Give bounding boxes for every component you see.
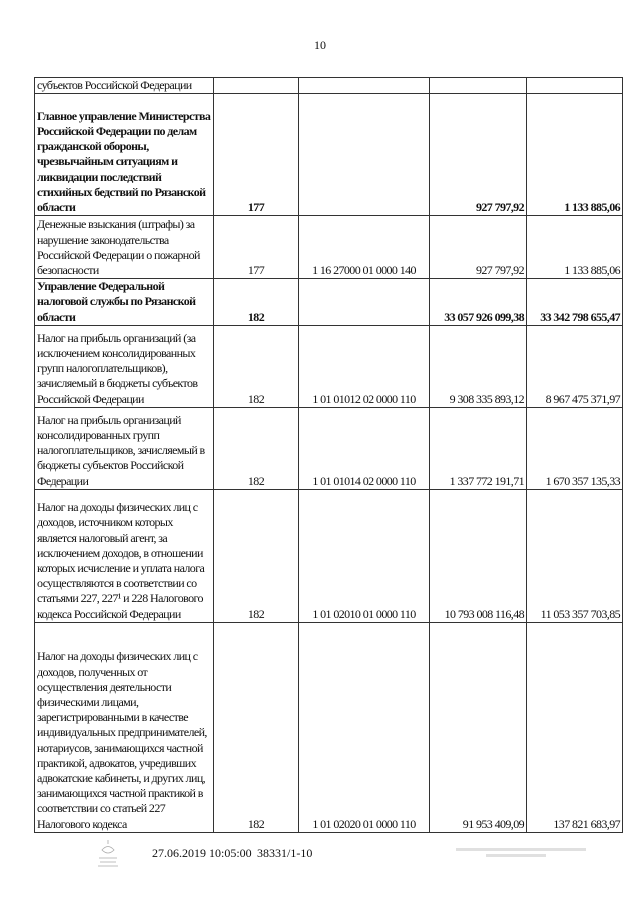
footer-datetime: 27.06.2019 10:05:00 (152, 846, 252, 860)
row-value-1: 10 793 008 116,48 (429, 488, 527, 623)
table-row: Налог на доходы физических лиц с доходов… (34, 488, 623, 623)
page-number: 10 (314, 38, 326, 52)
table-row: Управление Федеральной налоговой службы … (34, 278, 623, 326)
row-admin-code: 182 (213, 324, 299, 408)
row-value-1: 927 797,92 (429, 93, 527, 217)
table-row: Налог на прибыль организаций (за исключе… (34, 324, 623, 408)
row-value-1 (429, 76, 527, 95)
row-budget-code (298, 278, 430, 326)
row-admin-code: 177 (213, 215, 299, 280)
footer-doc-number: 38331/1-10 (257, 846, 313, 860)
row-admin-code: 182 (213, 621, 299, 833)
row-value-1: 927 797,92 (429, 215, 527, 280)
row-budget-code: 1 16 27000 01 0000 140 (298, 215, 430, 280)
row-budget-code (298, 76, 430, 95)
row-name: субъектов Российской Федерации (34, 76, 214, 95)
row-value-2: 1 133 885,06 (526, 215, 623, 280)
row-value-2: 1 670 357 135,33 (526, 406, 623, 490)
row-admin-code: 177 (213, 93, 299, 217)
row-value-2: 33 342 798 655,47 (526, 278, 623, 326)
row-value-1: 91 953 409,09 (429, 621, 527, 833)
table-row: Главное управление Министерства Российск… (34, 93, 623, 217)
row-name: Управление Федеральной налоговой службы … (34, 278, 214, 326)
table-row: Денежные взыскания (штрафы) за нарушение… (34, 215, 623, 280)
row-value-2: 1 133 885,06 (526, 93, 623, 217)
row-admin-code: 182 (213, 488, 299, 623)
row-value-2: 11 053 357 703,85 (526, 488, 623, 623)
row-admin-code: 182 (213, 406, 299, 490)
row-budget-code: 1 01 01014 02 0000 110 (298, 406, 430, 490)
row-name: Главное управление Министерства Российск… (34, 93, 214, 217)
row-value-1: 33 057 926 099,38 (429, 278, 527, 326)
row-value-2 (526, 76, 623, 95)
emblem-icon (98, 840, 118, 867)
row-value-1: 1 337 772 191,71 (429, 406, 527, 490)
row-value-2: 8 967 475 371,97 (526, 324, 623, 408)
row-name: Налог на доходы физических лиц с доходов… (34, 621, 214, 833)
table-row: Налог на доходы физических лиц с доходов… (34, 621, 623, 833)
row-name: Денежные взыскания (штрафы) за нарушение… (34, 215, 214, 280)
row-admin-code: 182 (213, 278, 299, 326)
row-name: Налог на доходы физических лиц с доходов… (34, 488, 214, 623)
row-value-2: 137 821 683,97 (526, 621, 623, 833)
row-name: Налог на прибыль организаций (за исключе… (34, 324, 214, 408)
row-budget-code (298, 93, 430, 217)
row-budget-code: 1 01 02020 01 0000 110 (298, 621, 430, 833)
revenue-table: субъектов Российской Федерации Главное уп… (34, 76, 623, 833)
row-budget-code: 1 01 01012 02 0000 110 (298, 324, 430, 408)
table-row: Налог на прибыль организаций консолидиро… (34, 406, 623, 490)
row-admin-code (213, 76, 299, 95)
row-value-1: 9 308 335 893,12 (429, 324, 527, 408)
row-name: Налог на прибыль организаций консолидиро… (34, 406, 214, 490)
watermark (456, 845, 586, 863)
row-budget-code: 1 01 02010 01 0000 110 (298, 488, 430, 623)
table-row: субъектов Российской Федерации (34, 76, 623, 95)
